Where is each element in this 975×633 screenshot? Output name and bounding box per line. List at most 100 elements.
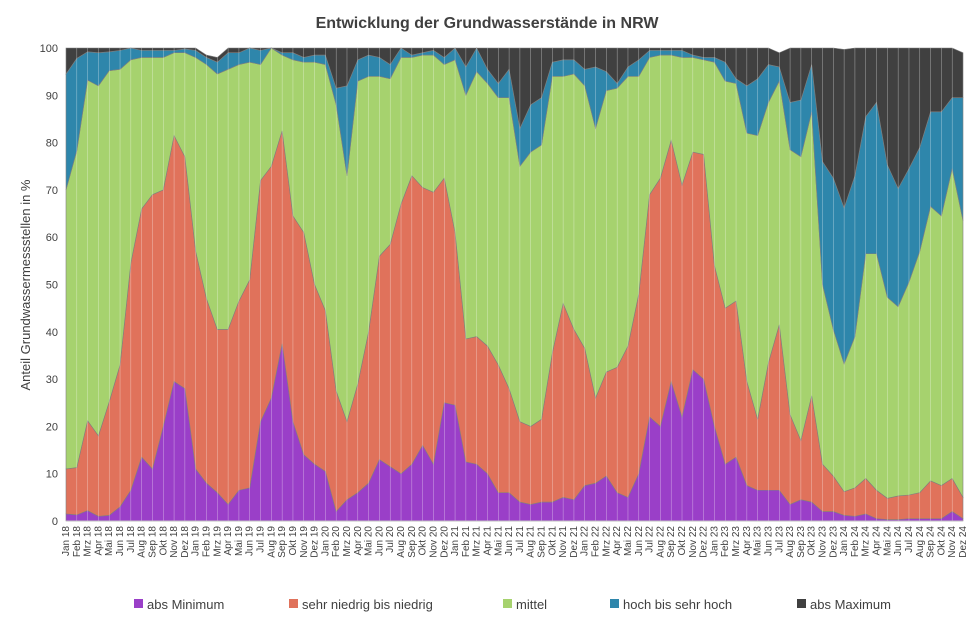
x-tick-label: Nov 22 [688, 526, 699, 558]
x-tick-label: Nov 19 [299, 526, 310, 558]
x-tick-label: Mai 18 [104, 526, 115, 556]
x-tick-label: Mrz 20 [342, 526, 353, 557]
x-tick-label: Nov 18 [169, 526, 180, 558]
x-tick-label: Jan 19 [191, 526, 202, 556]
legend-swatch [134, 599, 143, 608]
legend-label: abs Minimum [147, 597, 224, 612]
x-tick-label: Okt 21 [547, 526, 558, 556]
x-tick-label: Jan 24 [839, 526, 850, 556]
x-tick-label: Okt 20 [418, 526, 429, 556]
y-tick-label: 0 [52, 516, 58, 528]
x-tick-label: Feb 24 [850, 526, 861, 558]
x-tick-label: Mai 19 [234, 526, 245, 556]
x-tick-label: Jun 18 [115, 526, 126, 556]
x-tick-label: Dez 23 [828, 526, 839, 558]
x-tick-label: Jan 22 [580, 526, 591, 556]
x-tick-label: Jul 24 [904, 526, 915, 553]
x-tick-label: Mai 23 [753, 526, 764, 556]
x-tick-label: Jan 21 [450, 526, 461, 556]
x-tick-label: Aug 20 [396, 526, 407, 558]
x-tick-label: Sep 22 [666, 526, 677, 558]
x-tick-label: Apr 18 [93, 526, 104, 556]
y-tick-label: 60 [46, 232, 58, 244]
x-tick-label: Feb 21 [461, 526, 472, 558]
x-tick-label: Nov 24 [947, 526, 958, 558]
x-tick-label: Dez 19 [310, 526, 321, 558]
x-tick-label: Dez 20 [439, 526, 450, 558]
y-tick-label: 90 [46, 90, 58, 102]
legend-label: sehr niedrig bis niedrig [302, 597, 433, 612]
y-tick-label: 40 [46, 327, 58, 339]
x-tick-label: Jul 20 [385, 526, 396, 553]
legend-label: hoch bis sehr hoch [623, 597, 732, 612]
x-tick-label: Jul 22 [645, 526, 656, 553]
x-tick-label: Mai 21 [493, 526, 504, 556]
x-tick-label: Apr 21 [482, 526, 493, 556]
x-tick-label: Aug 23 [785, 526, 796, 558]
x-tick-label: Aug 22 [655, 526, 666, 558]
x-tick-label: Jan 18 [61, 526, 72, 556]
legend-label: abs Maximum [810, 597, 891, 612]
legend-label: mittel [516, 597, 547, 612]
x-tick-label: Jul 19 [256, 526, 267, 553]
y-tick-label: 80 [46, 138, 58, 150]
x-tick-label: Okt 24 [936, 526, 947, 556]
x-tick-label: Feb 20 [331, 526, 342, 558]
y-tick-label: 70 [46, 185, 58, 197]
legend-swatch [610, 599, 619, 608]
x-tick-label: Feb 18 [72, 526, 83, 558]
x-tick-label: Mrz 24 [861, 526, 872, 557]
y-tick-label: 20 [46, 421, 58, 433]
x-tick-label: Okt 19 [288, 526, 299, 556]
x-tick-label: Mai 20 [364, 526, 375, 556]
x-tick-label: Sep 19 [277, 526, 288, 558]
x-tick-label: Aug 21 [526, 526, 537, 558]
x-tick-label: Aug 19 [266, 526, 277, 558]
x-tick-label: Dez 24 [958, 526, 969, 558]
chart-title: Entwicklung der Grundwasserstände in NRW [316, 15, 660, 32]
x-tick-label: Okt 18 [158, 526, 169, 556]
x-tick-label: Okt 23 [807, 526, 818, 556]
x-tick-label: Sep 18 [147, 526, 158, 558]
x-tick-label: Mai 22 [623, 526, 634, 556]
x-tick-label: Nov 20 [428, 526, 439, 558]
x-tick-label: Feb 22 [591, 526, 602, 558]
legend-swatch [289, 599, 298, 608]
x-tick-label: Feb 19 [201, 526, 212, 558]
x-tick-label: Aug 18 [137, 526, 148, 558]
y-tick-label: 50 [46, 280, 58, 292]
legend-swatch [797, 599, 806, 608]
x-tick-label: Jun 19 [245, 526, 256, 556]
x-tick-label: Jan 23 [709, 526, 720, 556]
y-tick-label: 10 [46, 469, 58, 481]
x-tick-label: Jun 21 [504, 526, 515, 556]
x-tick-label: Aug 24 [915, 526, 926, 558]
x-tick-label: Dez 21 [569, 526, 580, 558]
x-tick-label: Apr 20 [353, 526, 364, 556]
y-tick-label: 100 [40, 43, 58, 55]
x-tick-label: Jun 24 [893, 526, 904, 556]
x-tick-label: Mrz 19 [212, 526, 223, 557]
y-tick-labels: 0 10 20 30 40 50 60 70 80 90 100 [40, 43, 58, 528]
x-tick-label: Nov 23 [818, 526, 829, 558]
y-tick-label: 30 [46, 374, 58, 386]
x-tick-label: Jul 21 [515, 526, 526, 553]
x-tick-label: Sep 21 [537, 526, 548, 558]
x-tick-label: Okt 22 [677, 526, 688, 556]
x-tick-label: Apr 22 [612, 526, 623, 556]
x-tick-label: Mrz 21 [472, 526, 483, 557]
x-tick-labels: Jan 18 Feb 18 Mrz 18 Apr 18 Mai 18 Jun 18 Jul … [61, 526, 969, 558]
x-tick-label: Mrz 23 [731, 526, 742, 557]
area-series-group [65, 47, 964, 522]
x-tick-label: Dez 18 [180, 526, 191, 558]
x-tick-label: Jun 23 [763, 526, 774, 556]
legend-swatch [503, 599, 512, 608]
x-tick-label: Feb 23 [720, 526, 731, 558]
x-tick-label: Mai 24 [882, 526, 893, 556]
x-tick-label: Jun 22 [634, 526, 645, 556]
x-tick-label: Mrz 18 [83, 526, 94, 557]
x-tick-label: Apr 19 [223, 526, 234, 556]
x-tick-label: Sep 20 [407, 526, 418, 558]
